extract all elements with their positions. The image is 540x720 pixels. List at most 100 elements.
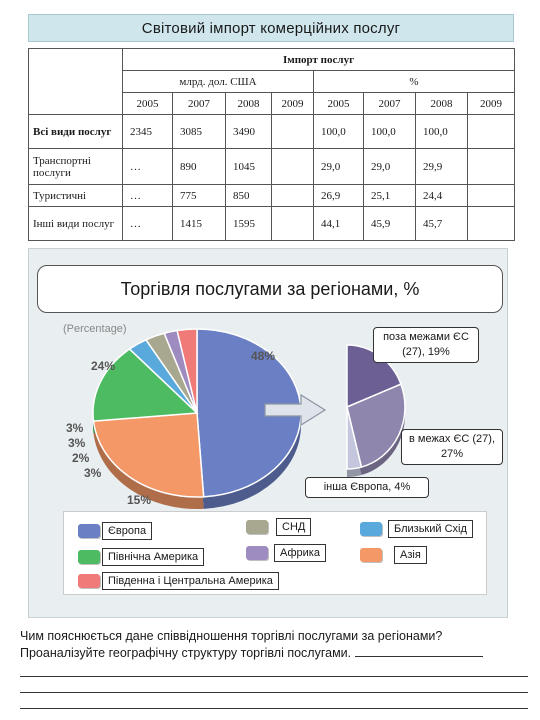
callout-outside-eu: поза межами ЄС (27), 19% xyxy=(373,327,479,363)
slice-label-south-central-america: 3% xyxy=(84,466,102,480)
slice-label-africa: 2% xyxy=(72,451,90,465)
legend-swatch-middle-east xyxy=(360,522,382,536)
table-row: Транспортні послуги … 890 1045 29,0 29,0… xyxy=(28,148,515,185)
legend-swatch-europe xyxy=(78,524,100,538)
chart-title: Торгівля послугами за регіонами, % xyxy=(37,265,503,313)
legend-item-middle-east: Близький Схід xyxy=(360,520,473,538)
year-header: 2008 xyxy=(415,92,468,115)
legend-label-north-america: Північна Америка xyxy=(102,548,205,566)
legend-label-middle-east: Близький Схід xyxy=(388,520,473,538)
table-cell xyxy=(467,206,515,241)
answer-line[interactable] xyxy=(20,708,528,709)
table-cell: … xyxy=(122,148,173,185)
table-cell: 100,0 xyxy=(415,114,468,149)
answer-blank[interactable] xyxy=(354,645,483,657)
year-header: 2005 xyxy=(122,92,173,115)
slice-label-asia: 24% xyxy=(91,359,116,373)
table-cell: 1415 xyxy=(172,206,226,241)
row-label: Транспортні послуги xyxy=(28,148,123,185)
table-cell: … xyxy=(122,184,173,207)
legend-label-africa: Африка xyxy=(274,544,326,562)
legend-swatch-asia xyxy=(360,548,382,562)
table-cell: … xyxy=(122,206,173,241)
chart-legend: Європа СНД Близький Схід Північна Америк… xyxy=(63,511,487,595)
year-header: 2007 xyxy=(172,92,226,115)
legend-swatch-cis xyxy=(246,520,268,534)
table-cell: 890 xyxy=(172,148,226,185)
chart-panel: Торгівля послугами за регіонами, % (Perc… xyxy=(28,248,508,618)
year-header: 2007 xyxy=(363,92,416,115)
breakdown-slice-within-eu xyxy=(346,383,406,468)
year-header: 2005 xyxy=(313,92,364,115)
table-row: Туристичні … 775 850 26,9 25,1 24,4 xyxy=(28,184,515,207)
slice-label-europe: 48% xyxy=(251,349,276,363)
table-header-main: Імпорт послуг xyxy=(122,48,515,71)
table-cell xyxy=(467,148,515,185)
table-cell xyxy=(271,148,314,185)
table-cell: 850 xyxy=(225,184,272,207)
pie-slice-asia xyxy=(92,412,205,498)
year-header: 2009 xyxy=(271,92,314,115)
import-table: Імпорт послуг млрд. дол. США % 2005 2007… xyxy=(28,48,515,241)
table-row: Всі види послуг 2345 3085 3490 100,0 100… xyxy=(28,114,515,149)
legend-item-europe: Європа xyxy=(78,522,153,540)
slice-label-north-america: 15% xyxy=(127,493,152,507)
legend-item-asia: Азія xyxy=(360,546,427,564)
legend-label-south-central-america: Південна і Центральна Америка xyxy=(102,572,279,590)
legend-item-cis: СНД xyxy=(246,518,312,536)
table-cell xyxy=(467,114,515,149)
row-label: Всі види послуг xyxy=(28,114,123,149)
table-header-unit-abs: млрд. дол. США xyxy=(122,70,314,93)
answer-line[interactable] xyxy=(20,692,528,693)
question-block: Чим пояснюється дане співвідношення торг… xyxy=(20,628,530,662)
question-line-2: Проаналізуйте географічну структуру торг… xyxy=(20,645,530,662)
breakdown-slice-other-europe xyxy=(346,406,363,470)
pie-chart xyxy=(92,328,406,510)
callout-within-eu: в межах ЄС (27), 27% xyxy=(401,429,503,465)
table-cell: 1045 xyxy=(225,148,272,185)
legend-swatch-south-central-america xyxy=(78,574,100,588)
legend-item-south-central-america: Південна і Центральна Америка xyxy=(78,572,279,590)
table-cell: 3085 xyxy=(172,114,226,149)
question-line-1: Чим пояснюється дане співвідношення торг… xyxy=(20,629,443,643)
table-cell: 25,1 xyxy=(363,184,416,207)
table-cell: 775 xyxy=(172,184,226,207)
slice-label-middle-east: 3% xyxy=(66,421,84,435)
table-corner xyxy=(28,48,123,115)
table-cell xyxy=(271,206,314,241)
table-cell: 24,4 xyxy=(415,184,468,207)
question-text-2: Проаналізуйте географічну структуру торг… xyxy=(20,646,352,660)
table-cell xyxy=(467,184,515,207)
chart-unit-note: (Percentage) xyxy=(63,323,127,335)
table-cell: 45,9 xyxy=(363,206,416,241)
row-label: Інші види послуг xyxy=(28,206,123,241)
slice-label-cis: 3% xyxy=(68,436,86,450)
legend-label-cis: СНД xyxy=(276,518,312,536)
arrow-icon xyxy=(264,393,327,427)
table-cell: 45,7 xyxy=(415,206,468,241)
table-cell: 44,1 xyxy=(313,206,364,241)
table-cell xyxy=(271,114,314,149)
table-cell: 100,0 xyxy=(363,114,416,149)
callout-other-europe: інша Європа, 4% xyxy=(305,477,429,498)
legend-swatch-north-america xyxy=(78,550,100,564)
table-cell: 29,9 xyxy=(415,148,468,185)
year-header: 2008 xyxy=(225,92,272,115)
legend-swatch-africa xyxy=(246,546,268,560)
table-cell: 100,0 xyxy=(313,114,364,149)
table-cell: 1595 xyxy=(225,206,272,241)
table-cell: 29,0 xyxy=(313,148,364,185)
page-title: Світовий імпорт комерційних послуг xyxy=(28,14,514,42)
table-cell: 29,0 xyxy=(363,148,416,185)
answer-line[interactable] xyxy=(20,676,528,677)
table-cell: 3490 xyxy=(225,114,272,149)
table-cell xyxy=(271,184,314,207)
table-row: Інші види послуг … 1415 1595 44,1 45,9 4… xyxy=(28,206,515,241)
year-header: 2009 xyxy=(467,92,515,115)
table-header-unit-pct: % xyxy=(313,70,515,93)
legend-label-asia: Азія xyxy=(394,546,427,564)
table-cell: 26,9 xyxy=(313,184,364,207)
pie-slice-north-america xyxy=(92,348,199,422)
pie-slice-south-central-america xyxy=(176,328,198,414)
legend-item-north-america: Північна Америка xyxy=(78,548,205,566)
